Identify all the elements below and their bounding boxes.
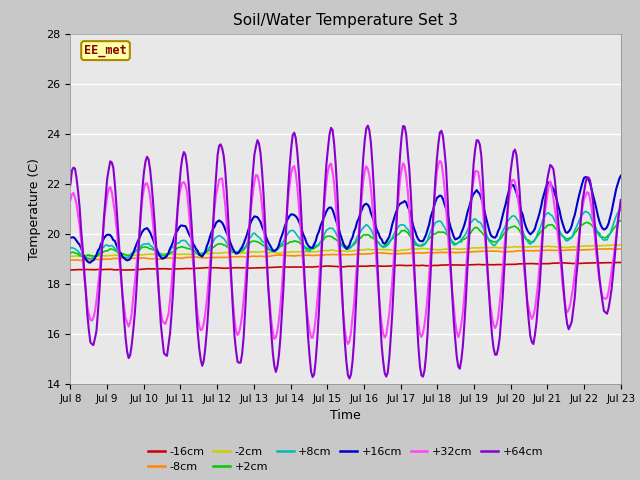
-8cm — [232, 254, 240, 260]
-2cm — [136, 252, 143, 258]
-8cm — [260, 253, 268, 259]
+16cm — [250, 214, 258, 219]
+8cm — [308, 245, 316, 251]
Line: +8cm: +8cm — [70, 210, 621, 259]
+64cm — [230, 333, 238, 338]
X-axis label: Time: Time — [330, 409, 361, 422]
-2cm — [260, 249, 268, 254]
+64cm — [364, 123, 372, 129]
+8cm — [250, 230, 258, 236]
+64cm — [589, 201, 597, 207]
-2cm — [308, 249, 316, 254]
-16cm — [614, 260, 621, 265]
-8cm — [617, 246, 625, 252]
+8cm — [67, 245, 74, 251]
-16cm — [617, 260, 625, 265]
+16cm — [86, 260, 94, 265]
Title: Soil/Water Temperature Set 3: Soil/Water Temperature Set 3 — [233, 13, 458, 28]
+8cm — [260, 240, 268, 245]
-16cm — [250, 265, 258, 271]
+2cm — [67, 251, 74, 256]
+32cm — [436, 158, 444, 164]
-16cm — [260, 265, 268, 271]
-2cm — [232, 250, 240, 256]
+64cm — [249, 170, 257, 176]
Line: +64cm: +64cm — [70, 126, 621, 379]
+16cm — [617, 173, 625, 179]
-16cm — [232, 265, 240, 271]
Line: -16cm: -16cm — [70, 263, 621, 270]
+8cm — [232, 249, 240, 255]
+64cm — [134, 261, 141, 266]
+2cm — [617, 217, 625, 223]
+16cm — [136, 235, 143, 241]
+2cm — [588, 222, 595, 228]
+2cm — [136, 247, 143, 253]
+2cm — [308, 246, 316, 252]
Legend: -16cm, -8cm, -2cm, +2cm, +8cm, +16cm, +32cm, +64cm: -16cm, -8cm, -2cm, +2cm, +8cm, +16cm, +3… — [144, 442, 547, 477]
+32cm — [134, 249, 141, 255]
Line: +32cm: +32cm — [70, 161, 621, 344]
+32cm — [344, 341, 352, 347]
+2cm — [260, 243, 268, 249]
+8cm — [136, 245, 143, 251]
+32cm — [230, 316, 238, 322]
-16cm — [136, 267, 143, 273]
+64cm — [258, 168, 266, 174]
+32cm — [617, 200, 625, 206]
+64cm — [617, 197, 625, 203]
-8cm — [77, 258, 85, 264]
+16cm — [588, 187, 595, 192]
-16cm — [588, 260, 595, 266]
+32cm — [258, 204, 266, 209]
+8cm — [588, 216, 595, 222]
Line: -8cm: -8cm — [70, 249, 621, 261]
+32cm — [67, 197, 74, 203]
+64cm — [307, 369, 315, 375]
-2cm — [617, 242, 625, 248]
+16cm — [260, 228, 268, 233]
-16cm — [122, 267, 129, 273]
Line: +2cm: +2cm — [70, 220, 621, 257]
-2cm — [68, 253, 76, 259]
-8cm — [308, 252, 316, 258]
+16cm — [67, 235, 74, 240]
Y-axis label: Temperature (C): Temperature (C) — [28, 158, 41, 260]
-2cm — [250, 249, 258, 255]
+32cm — [249, 190, 257, 196]
-8cm — [67, 257, 74, 263]
+8cm — [86, 256, 94, 262]
+32cm — [589, 219, 597, 225]
-8cm — [136, 255, 143, 261]
-8cm — [250, 253, 258, 259]
+16cm — [308, 245, 316, 251]
-2cm — [588, 243, 595, 249]
+2cm — [91, 254, 99, 260]
Text: EE_met: EE_met — [84, 44, 127, 57]
+16cm — [232, 251, 240, 256]
+8cm — [617, 207, 625, 213]
-8cm — [606, 246, 614, 252]
+2cm — [250, 238, 258, 244]
Line: +16cm: +16cm — [70, 176, 621, 263]
-16cm — [308, 264, 316, 270]
-16cm — [67, 267, 74, 273]
+64cm — [346, 376, 353, 382]
+32cm — [307, 335, 315, 340]
Line: -2cm: -2cm — [70, 245, 621, 256]
-2cm — [67, 253, 74, 259]
+64cm — [67, 182, 74, 188]
-8cm — [588, 247, 595, 252]
+2cm — [232, 250, 240, 256]
